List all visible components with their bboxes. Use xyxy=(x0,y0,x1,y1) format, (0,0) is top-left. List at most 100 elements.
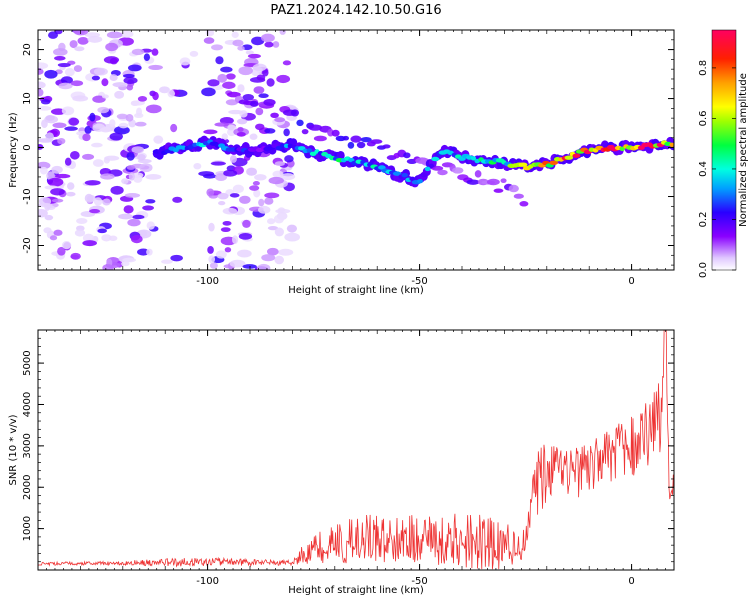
heatmap-cell xyxy=(51,198,64,203)
spectrogram-xlabel: Height of straight line (km) xyxy=(288,285,424,296)
colorbar-frame xyxy=(711,29,737,271)
heatmap-cell xyxy=(38,81,46,89)
heatmap-cell xyxy=(247,53,261,59)
heatmap-cell xyxy=(38,62,49,70)
heatmap-cell xyxy=(203,37,215,44)
heatmap-cell xyxy=(266,218,276,225)
heatmap-cell xyxy=(172,196,183,203)
heatmap-cell xyxy=(91,75,101,81)
heatmap-cell xyxy=(53,229,63,236)
heatmap-cell xyxy=(64,157,72,166)
heatmap-cell xyxy=(47,177,64,187)
heatmap-cell xyxy=(220,66,233,73)
heatmap-cell xyxy=(251,36,265,46)
heatmap-cell xyxy=(38,202,53,208)
heatmap-cell xyxy=(267,226,279,231)
heatmap-cell xyxy=(101,94,109,99)
heatmap-cell xyxy=(179,57,191,66)
heatmap-cell xyxy=(109,119,116,128)
x-tick-label: -50 xyxy=(411,576,427,587)
y-tick-label: 1000 xyxy=(22,516,33,541)
heatmap-cell xyxy=(226,91,241,98)
heatmap-cell xyxy=(121,178,129,185)
heatmap-cell xyxy=(274,161,285,167)
heatmap-cell xyxy=(280,173,296,181)
heatmap-cell xyxy=(118,122,129,129)
heatmap-cell xyxy=(87,35,103,43)
y-tick-label: 3000 xyxy=(22,433,33,458)
colorbar-label: Normalized spectral amplitude xyxy=(738,73,749,227)
heatmap-cell xyxy=(283,128,290,137)
heatmap-cell xyxy=(264,197,274,205)
heatmap-cell xyxy=(82,240,97,247)
heatmap-cell xyxy=(64,68,75,77)
heatmap-cell xyxy=(145,104,162,114)
heatmap-cell xyxy=(125,114,134,122)
heatmap-cell xyxy=(101,234,112,242)
x-tick-label: 0 xyxy=(628,276,634,287)
heatmap-cell xyxy=(237,84,245,93)
heatmap-cell xyxy=(217,192,229,200)
heatmap-cell xyxy=(452,167,464,174)
heatmap-cell xyxy=(76,218,88,225)
y-tick-label: 10 xyxy=(22,92,33,105)
heatmap-cell xyxy=(428,163,434,169)
heatmap-cell xyxy=(89,112,96,122)
heatmap-cell xyxy=(91,142,103,148)
heatmap-cell xyxy=(143,53,151,61)
heatmap-cell xyxy=(217,73,228,83)
heatmap-cell xyxy=(127,64,142,72)
heatmap-cell xyxy=(392,171,402,176)
colorbar-tick-label: 0.0 xyxy=(698,262,709,278)
heatmap-cell xyxy=(127,218,141,227)
heatmap-cell xyxy=(549,160,558,166)
heatmap-cell xyxy=(126,151,135,161)
heatmap-cell xyxy=(105,42,119,52)
heatmap-cell xyxy=(104,155,120,161)
heatmap-cell xyxy=(128,172,135,181)
heatmap-cell xyxy=(313,135,327,142)
heatmap-cell xyxy=(68,117,80,126)
heatmap-cell xyxy=(239,195,251,204)
heatmap-cell xyxy=(145,199,156,204)
heatmap-cell xyxy=(237,126,244,133)
heatmap-cell xyxy=(284,232,301,242)
y-tick-label: 4000 xyxy=(22,392,33,417)
heatmap-cell xyxy=(229,155,237,163)
y-tick-label: -20 xyxy=(22,237,33,253)
heatmap-cell xyxy=(296,119,304,127)
heatmap-cell xyxy=(50,188,65,196)
heatmap-cell xyxy=(92,159,104,167)
heatmap-cell xyxy=(142,205,154,211)
heatmap-cell xyxy=(93,67,108,76)
heatmap-cell xyxy=(470,156,477,161)
heatmap-cell xyxy=(134,113,144,119)
heatmap-cell xyxy=(409,176,416,182)
heatmap-cell xyxy=(52,122,67,129)
heatmap-cell xyxy=(255,107,264,116)
colorbar: 0.0 0.2 0.4 0.6 0.8 Normalized spectral ampl… xyxy=(698,29,749,278)
heatmap-cell xyxy=(109,57,118,65)
heatmap-cell xyxy=(268,176,284,185)
heatmap-cell xyxy=(403,152,411,159)
heatmap-cell xyxy=(222,220,232,226)
heatmap-cell xyxy=(249,133,258,140)
snr-series-line xyxy=(38,330,674,570)
heatmap-cell xyxy=(122,257,137,263)
heatmap-cell xyxy=(347,141,355,149)
heatmap-cell xyxy=(180,145,186,150)
heatmap-cell xyxy=(274,255,285,265)
heatmap-cell xyxy=(69,150,80,160)
heatmap-cell xyxy=(61,241,72,250)
heatmap-cell xyxy=(249,185,260,191)
heatmap-cell xyxy=(254,174,267,181)
heatmap-cell xyxy=(266,78,275,87)
heatmap-cell xyxy=(272,41,280,48)
heatmap-cell xyxy=(114,90,125,99)
heatmap-cell xyxy=(170,254,183,262)
heatmap-cell xyxy=(261,254,276,262)
heatmap-cell xyxy=(229,259,246,268)
heatmap-cell xyxy=(207,79,220,87)
heatmap-cell xyxy=(309,151,317,157)
colorbar-gradient xyxy=(712,30,736,270)
